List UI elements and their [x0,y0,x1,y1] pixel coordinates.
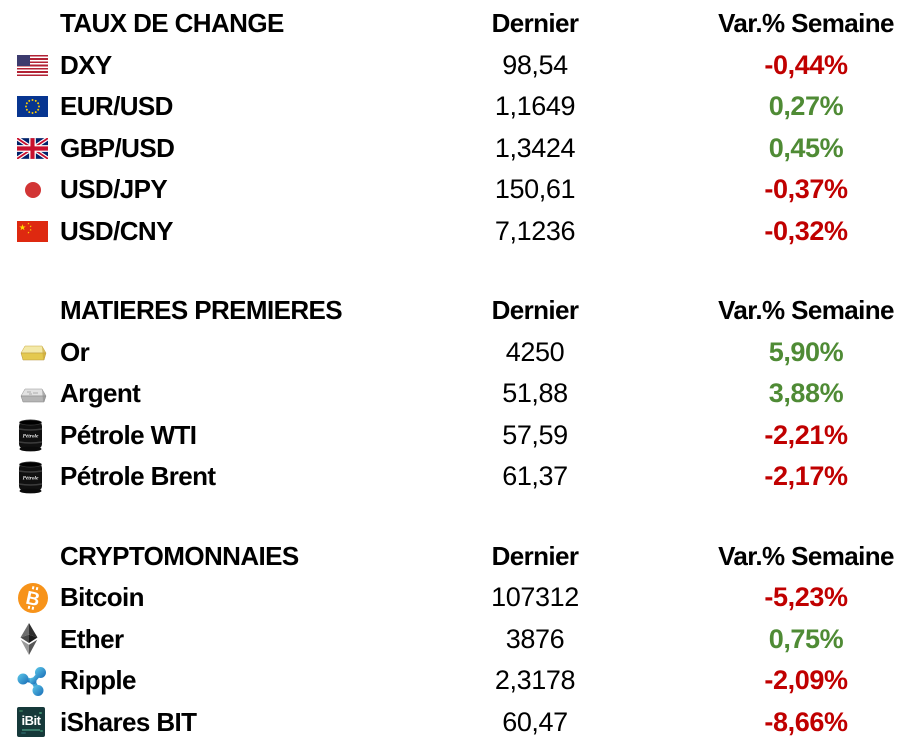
table-row-ether: Ether 3876 0,75% [14,619,914,661]
section-title: MATIERES PREMIERES [60,295,343,326]
japan-flag-icon [17,179,48,201]
last-value: 1,1649 [494,91,576,122]
bitcoin-icon: B [18,582,48,613]
last-value: 2,3178 [494,665,576,696]
instrument-label: DXY [60,49,112,80]
section-cryptocurrencies: CRYPTOMONNAIES Dernier Var.% Semaine B B… [14,536,914,744]
last-value: 98,54 [502,49,568,80]
china-flag-icon [17,220,48,242]
last-value: 4250 [505,336,565,367]
svg-text:B: B [24,588,42,611]
column-header-var: Var.% Semaine [718,295,894,326]
section-commodities: MATIERES PREMIERES Dernier Var.% Semaine… [14,290,914,498]
section-title: TAUX DE CHANGE [60,8,284,39]
svg-text:Pétrole: Pétrole [23,434,39,440]
section-header-row: TAUX DE CHANGE Dernier Var.% Semaine [14,3,914,45]
table-row-bitcoin: B Bitcoin 107312 -5,23% [14,577,914,619]
last-value: 7,1236 [494,215,576,246]
last-value: 107312 [491,582,579,613]
instrument-label: iShares BIT [60,706,197,737]
table-row-dxy: DXY 98,54 -0,44% [14,45,914,87]
weekly-change: -5,23% [764,582,848,613]
table-row-usdjpy: USD/JPY 150,61 -0,37% [14,169,914,211]
table-row-gbpusd: GBP/USD 1,3424 0,45% [14,128,914,170]
instrument-label: Bitcoin [60,582,145,613]
instrument-label: Argent [60,378,141,409]
uk-flag-icon [17,137,48,159]
market-overview-table: TAUX DE CHANGE Dernier Var.% Semaine DXY… [0,3,914,743]
gold-bar-icon [20,346,47,361]
ibit-icon: iBit [17,707,45,738]
section-header-row: CRYPTOMONNAIES Dernier Var.% Semaine [14,536,914,578]
weekly-change: -0,44% [764,49,848,80]
oil-barrel-icon: Pétrole [18,461,43,494]
weekly-change: -2,21% [764,419,848,450]
weekly-change: 0,45% [768,132,844,163]
instrument-label: Ether [60,623,124,654]
table-row-oil-brent: Pétrole Pétrole Brent 61,37 -2,17% [14,456,914,498]
column-header-var: Var.% Semaine [718,8,894,39]
weekly-change: 0,27% [768,91,844,122]
weekly-change: -2,17% [764,461,848,492]
us-flag-icon [17,54,48,76]
instrument-label: Pétrole Brent [60,461,216,492]
silver-bar-icon [20,388,47,402]
weekly-change: -0,32% [764,215,848,246]
weekly-change: -0,37% [764,174,848,205]
instrument-label: EUR/USD [60,91,173,122]
oil-barrel-icon: Pétrole [18,419,43,452]
table-row-oil-wti: Pétrole Pétrole WTI 57,59 -2,21% [14,415,914,457]
weekly-change: 0,75% [768,623,844,654]
last-value: 51,88 [502,378,568,409]
section-exchange-rates: TAUX DE CHANGE Dernier Var.% Semaine DXY… [14,3,914,252]
last-value: 57,59 [502,419,568,450]
weekly-change: 3,88% [768,378,844,409]
eu-flag-icon [17,96,48,118]
weekly-change: 5,90% [768,336,844,367]
section-header-row: MATIERES PREMIERES Dernier Var.% Semaine [14,290,914,332]
svg-text:Pétrole: Pétrole [23,475,39,481]
table-row-ripple: Ripple 2,3178 -2,09% [14,660,914,702]
table-row-eurusd: EUR/USD 1,1649 0,27% [14,86,914,128]
instrument-label: GBP/USD [60,132,175,163]
weekly-change: -8,66% [764,706,848,737]
column-header-last: Dernier [491,295,579,326]
last-value: 3876 [505,623,565,654]
instrument-label: USD/JPY [60,174,168,205]
instrument-label: Pétrole WTI [60,419,197,450]
ripple-icon [17,666,46,696]
last-value: 60,47 [502,706,568,737]
table-row-ishares-bit: iBit iShares BIT 60,47 -8,66% [14,702,914,744]
instrument-label: Ripple [60,665,136,696]
table-row-usdcny: USD/CNY 7,1236 -0,32% [14,211,914,253]
column-header-last: Dernier [491,8,579,39]
last-value: 150,61 [494,174,576,205]
last-value: 61,37 [502,461,568,492]
section-title: CRYPTOMONNAIES [60,540,299,571]
weekly-change: -2,09% [764,665,848,696]
ethereum-icon [20,623,38,656]
table-row-gold: Or 4250 5,90% [14,332,914,374]
last-value: 1,3424 [494,132,576,163]
table-row-silver: Argent 51,88 3,88% [14,373,914,415]
instrument-label: USD/CNY [60,215,173,246]
column-header-last: Dernier [491,540,579,571]
instrument-label: Or [60,336,90,367]
column-header-var: Var.% Semaine [718,540,894,571]
